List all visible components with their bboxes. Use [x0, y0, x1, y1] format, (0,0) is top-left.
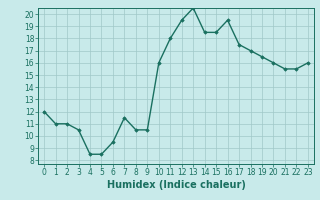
X-axis label: Humidex (Indice chaleur): Humidex (Indice chaleur): [107, 180, 245, 190]
